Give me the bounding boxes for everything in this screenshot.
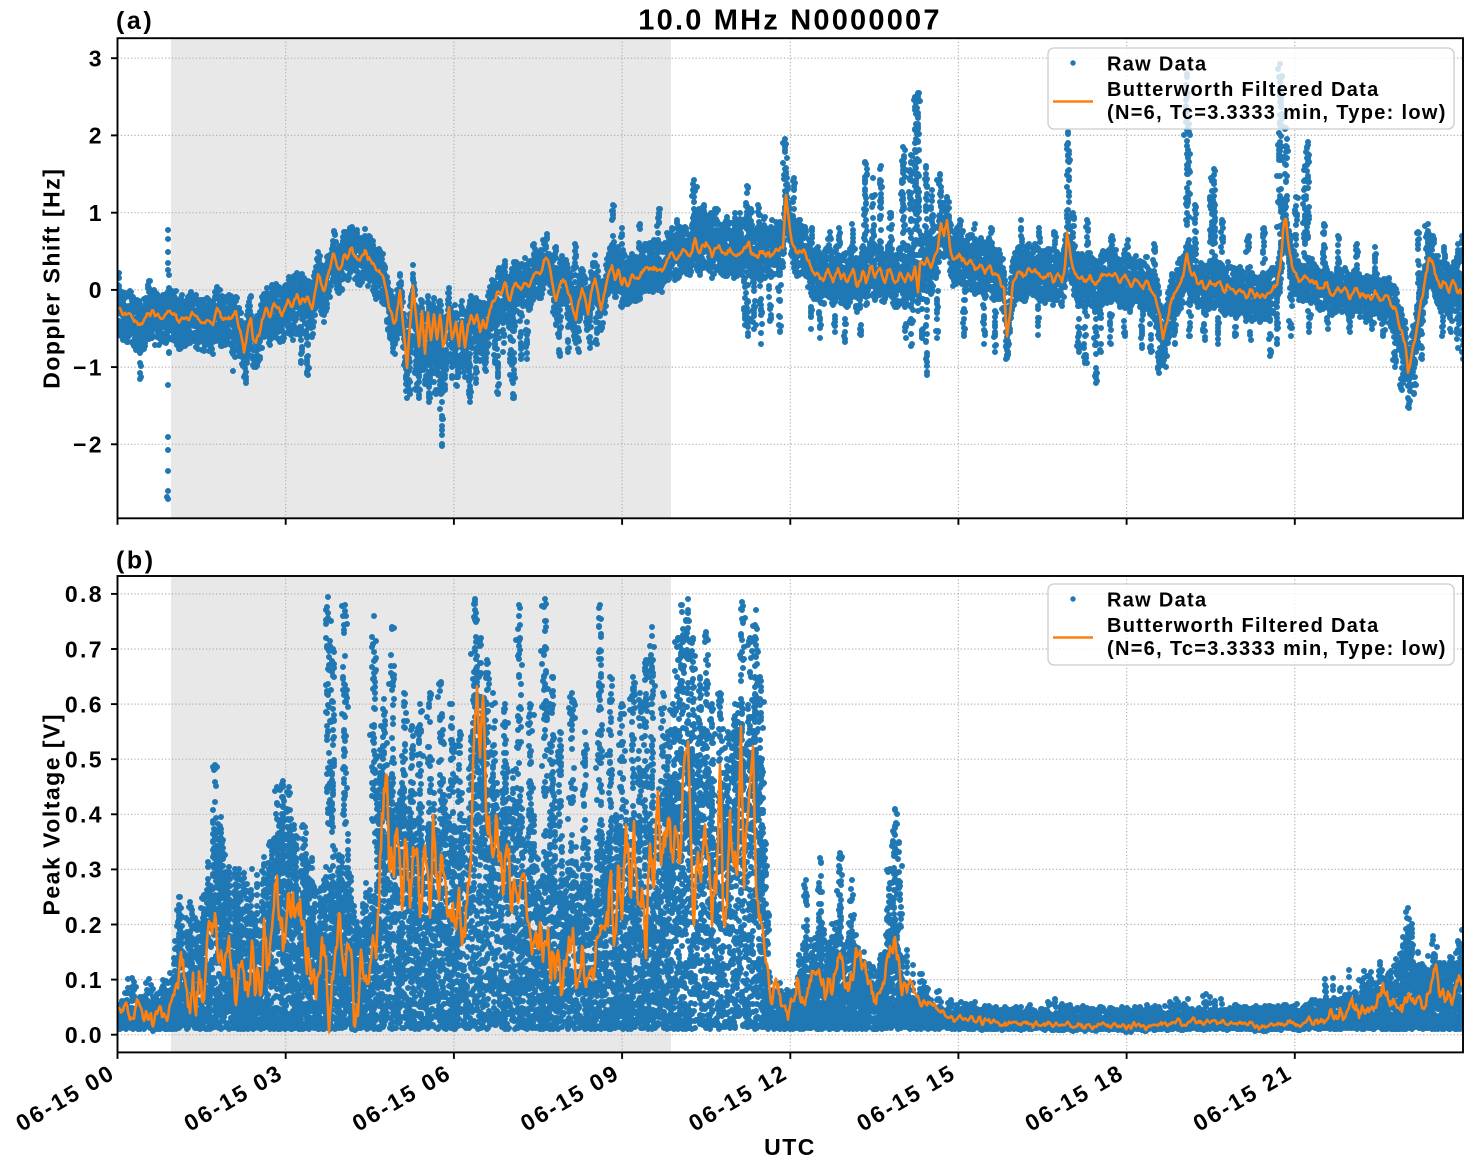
svg-text:Butterworth Filtered Data: Butterworth Filtered Data — [1107, 79, 1380, 101]
svg-text:Peak Voltage [V]: Peak Voltage [V] — [39, 713, 65, 916]
svg-text:0.6: 0.6 — [65, 691, 104, 717]
svg-text:10.0 MHz N0000007: 10.0 MHz N0000007 — [638, 5, 941, 37]
svg-text:Raw Data: Raw Data — [1107, 589, 1207, 611]
svg-text:−2: −2 — [73, 432, 104, 458]
svg-text:0.2: 0.2 — [65, 912, 104, 938]
svg-text:0.0: 0.0 — [65, 1022, 104, 1048]
svg-text:1: 1 — [89, 200, 104, 226]
svg-text:0: 0 — [89, 277, 104, 303]
svg-text:(b): (b) — [116, 547, 156, 575]
svg-text:0.8: 0.8 — [65, 581, 104, 607]
svg-text:Raw Data: Raw Data — [1107, 53, 1207, 75]
svg-text:UTC: UTC — [764, 1134, 816, 1160]
svg-text:0.5: 0.5 — [65, 747, 104, 773]
svg-text:(N=6, Tc=3.3333 min, Type: low: (N=6, Tc=3.3333 min, Type: low) — [1107, 102, 1447, 124]
svg-text:0.3: 0.3 — [65, 857, 104, 883]
svg-text:(N=6, Tc=3.3333 min, Type: low: (N=6, Tc=3.3333 min, Type: low) — [1107, 638, 1447, 660]
svg-text:0.1: 0.1 — [65, 967, 104, 993]
svg-text:Butterworth Filtered Data: Butterworth Filtered Data — [1107, 615, 1380, 637]
svg-text:0.4: 0.4 — [65, 802, 104, 828]
svg-text:0.7: 0.7 — [65, 636, 104, 662]
svg-text:Doppler Shift [Hz]: Doppler Shift [Hz] — [39, 168, 65, 389]
svg-text:−1: −1 — [73, 354, 104, 380]
svg-text:3: 3 — [89, 46, 104, 72]
svg-text:2: 2 — [89, 123, 104, 149]
svg-text:(a): (a) — [116, 7, 154, 35]
